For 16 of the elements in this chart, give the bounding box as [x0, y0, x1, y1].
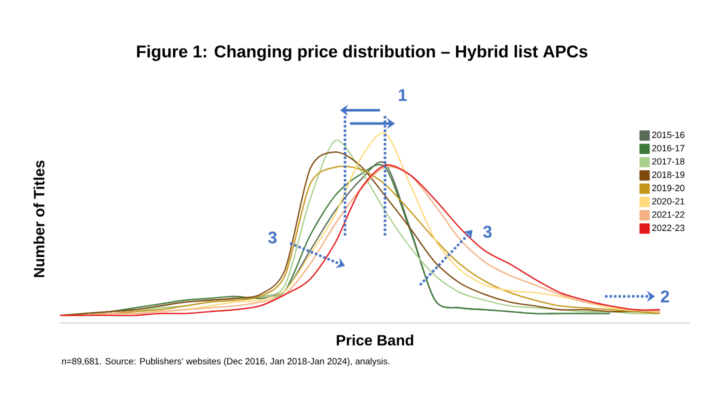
text: 1: [398, 89, 407, 101]
text: n=89,681. Source: Publishers’ websites (Dec 2016, Jan 2018-Jan 2024), analysis.: [62, 358, 390, 366]
chart-title: Figure 1: Changing price distribution – Hybrid list APCs: [137, 45, 588, 61]
x-axis-title: Price Band: [336, 334, 414, 346]
legend-label: 2021-22: [652, 211, 684, 218]
legend-label: 2022-23: [652, 224, 684, 232]
legend-label: 2018-19: [652, 172, 684, 178]
legend-label: 2016-17: [652, 144, 684, 152]
annotation: 3: [483, 226, 492, 238]
legend-label: 2019-20: [652, 184, 684, 192]
legend-label: 2017-18: [652, 158, 684, 165]
annotation: 3: [268, 231, 277, 244]
y-axis-title: Number of Titles: [33, 160, 44, 278]
legend-label: 2015-16: [652, 132, 684, 138]
annotation: 2: [660, 290, 670, 302]
legend-label: 2020-21: [652, 198, 684, 204]
